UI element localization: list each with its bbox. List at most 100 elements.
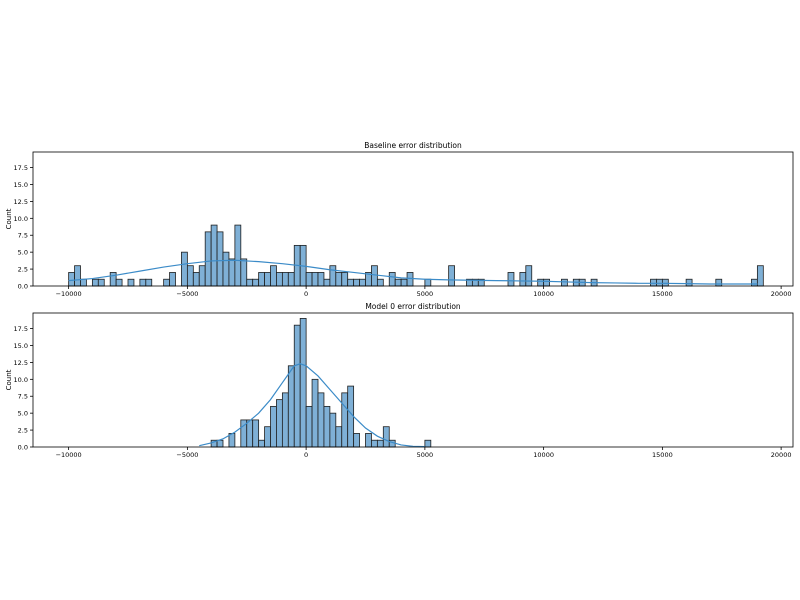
histogram-bar	[650, 278, 657, 287]
y-tick-label: 15.0	[14, 342, 28, 350]
kde-curve	[68, 259, 758, 285]
histogram-bar	[305, 405, 313, 448]
histogram-bar	[317, 392, 325, 448]
histogram-bar	[228, 258, 236, 287]
y-tick-label: 2.5	[18, 266, 28, 274]
histogram-bar	[287, 365, 295, 448]
histogram-bar	[323, 278, 331, 287]
histogram-bar	[281, 392, 289, 448]
histogram-bar	[127, 278, 135, 287]
histogram-bar	[756, 265, 764, 287]
y-tick-label: 12.5	[14, 359, 28, 367]
histogram-bar	[270, 265, 277, 287]
histogram-bar	[507, 272, 515, 287]
plot-frame	[32, 312, 794, 448]
histogram-bar	[252, 419, 260, 448]
histogram-bar	[661, 278, 669, 287]
x-tick-label: 0	[304, 451, 308, 459]
y-tick-label: 0.0	[18, 444, 28, 452]
y-axis-ticks: 0.0 2.5 5.0 7.5 10.0 12.5 15.0 17.5	[14, 164, 33, 291]
histogram-bar	[198, 265, 206, 287]
histogram-bar	[347, 278, 355, 287]
x-tick-label: 15000	[652, 290, 673, 298]
histogram-bar	[365, 433, 372, 448]
histogram-bar	[341, 392, 349, 448]
histogram-bar	[246, 278, 254, 287]
x-tick-label: 15000	[652, 451, 673, 459]
x-tick-label: −10000	[56, 451, 82, 459]
histogram-bar	[204, 231, 212, 287]
histogram-bar	[371, 439, 378, 448]
y-tick-label: 7.5	[18, 393, 28, 401]
histogram-bar	[311, 272, 319, 287]
histogram-bar	[139, 278, 147, 287]
histogram-bar	[234, 224, 242, 287]
histogram-bar	[519, 272, 527, 287]
y-tick-label: 5.0	[18, 249, 28, 257]
histogram-bar	[210, 224, 218, 287]
x-axis-ticks: −10000 −5000 0 5000 10000 15000 20000	[56, 447, 792, 459]
chart-model0: Model 0 error distribution Count 0.0 2.5 5…	[5, 302, 794, 459]
histogram-bars	[68, 224, 764, 287]
histogram-bar	[115, 278, 123, 287]
plot-frame	[32, 151, 794, 287]
y-tick-label: 10.0	[14, 215, 28, 223]
histogram-bar	[311, 378, 319, 448]
y-tick-label: 12.5	[14, 198, 28, 206]
histogram-bar	[353, 278, 360, 287]
histogram-bar	[216, 439, 224, 448]
y-tick-label: 5.0	[18, 410, 28, 418]
histogram-bar	[376, 278, 384, 287]
histogram-bar	[715, 278, 723, 287]
histogram-bar	[97, 278, 105, 287]
y-tick-label: 15.0	[14, 181, 28, 189]
histogram-bar	[335, 272, 343, 287]
histogram-bar	[258, 272, 265, 287]
histogram-bar	[192, 272, 200, 287]
histogram-bars	[210, 318, 432, 448]
x-axis-ticks: −10000 −5000 0 5000 10000 15000 20000	[56, 286, 791, 298]
x-tick-label: −10000	[56, 290, 82, 298]
histogram-bar	[305, 272, 313, 287]
histogram-bar	[276, 399, 283, 448]
chart-title: Model 0 error distribution	[365, 302, 461, 311]
histogram-bar	[169, 272, 176, 287]
histogram-bar	[317, 272, 325, 287]
x-tick-label: −5000	[176, 290, 198, 298]
histogram-bar	[394, 278, 402, 287]
x-tick-label: 0	[304, 290, 308, 298]
histogram-bar	[424, 439, 432, 448]
histogram-bar	[276, 272, 283, 287]
histogram-bar	[347, 385, 355, 448]
chart-title: Baseline error distribution	[364, 141, 462, 150]
histogram-bar	[270, 405, 277, 448]
histogram-bar	[685, 278, 693, 287]
histogram-bar	[287, 272, 295, 287]
x-tick-label: −5000	[176, 451, 198, 459]
y-tick-label: 17.5	[14, 325, 28, 333]
histogram-bar	[376, 439, 384, 448]
histogram-bar	[537, 278, 545, 287]
histogram-bar	[371, 265, 378, 287]
histogram-bar	[264, 426, 271, 448]
histogram-bar	[323, 405, 331, 448]
histogram-bar	[91, 278, 99, 287]
y-tick-label: 17.5	[14, 164, 28, 172]
histogram-bar	[246, 419, 254, 448]
histogram-bar	[222, 251, 230, 287]
y-axis-label: Count	[5, 208, 13, 229]
histogram-bar	[299, 318, 307, 448]
histogram-bar	[252, 278, 260, 287]
histogram-bar	[341, 272, 349, 287]
histogram-bar	[400, 278, 408, 287]
x-tick-label: 5000	[417, 290, 434, 298]
histogram-bar	[335, 426, 343, 448]
histogram-bar	[388, 272, 396, 287]
histogram-bar	[186, 265, 194, 287]
histogram-bar	[406, 272, 414, 287]
histogram-bar	[424, 278, 432, 287]
x-tick-label: 20000	[771, 451, 792, 459]
y-tick-label: 7.5	[18, 232, 28, 240]
x-tick-label: 10000	[533, 290, 554, 298]
